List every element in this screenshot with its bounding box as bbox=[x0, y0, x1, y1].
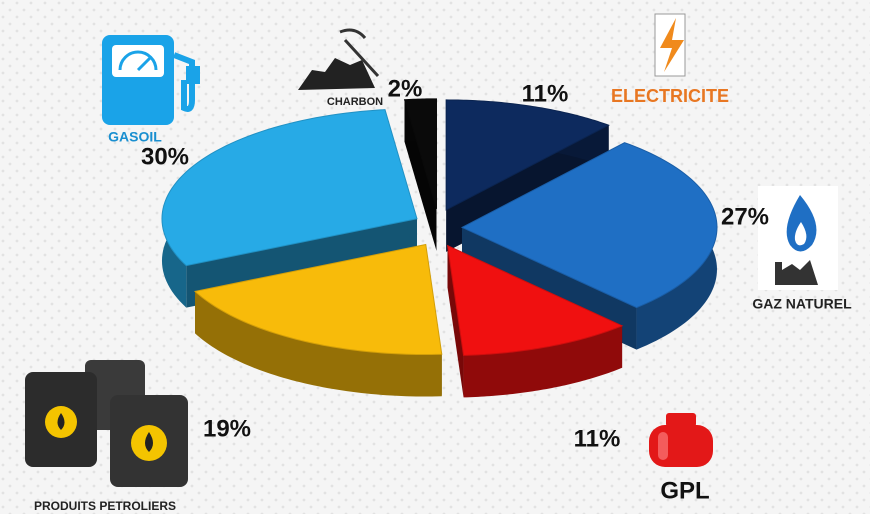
category-label: GASOIL bbox=[108, 129, 162, 145]
gas-icon bbox=[758, 186, 838, 290]
category-label: ELECTRICITE bbox=[611, 86, 729, 106]
category-label: GPL bbox=[660, 477, 709, 504]
value-label: 19% bbox=[203, 415, 251, 442]
category-label: GAZ NATUREL bbox=[752, 296, 852, 312]
value-label: 11% bbox=[574, 425, 621, 452]
category-label: PRODUITS PETROLIERS bbox=[34, 499, 176, 513]
chart: 11% ELECTRICITE 27% GAZ NATUREL 11% GPL 19% PR… bbox=[0, 0, 870, 514]
category-label: CHARBON bbox=[327, 96, 383, 108]
value-label: 27% bbox=[721, 203, 769, 230]
value-label: 2% bbox=[388, 75, 423, 102]
electricity-icon bbox=[655, 14, 685, 76]
value-label: 11% bbox=[522, 80, 569, 107]
value-label: 30% bbox=[141, 143, 189, 170]
